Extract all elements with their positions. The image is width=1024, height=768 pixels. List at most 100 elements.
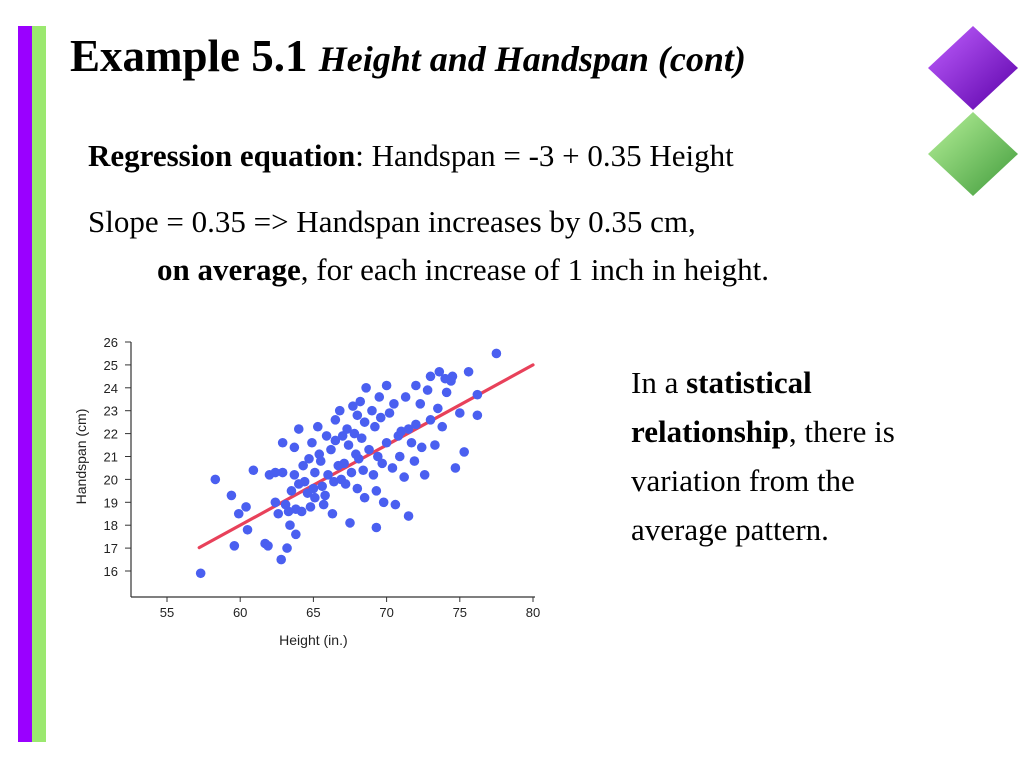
data-point [263,541,273,551]
data-point [459,447,469,457]
data-point [342,424,352,434]
x-tick-label: 55 [160,605,174,620]
data-point [289,470,300,480]
data-point [396,426,407,437]
data-point [270,467,281,478]
data-point [425,371,436,382]
x-tick-label: 60 [233,605,247,620]
data-point [349,428,360,439]
data-point [371,486,382,496]
data-point [367,405,377,416]
data-point [299,476,310,487]
data-point [329,476,339,487]
data-point [210,474,221,485]
data-point [276,554,286,565]
title-sub: Height and Handspan (cont) [318,39,746,79]
data-point [447,371,458,382]
data-point [359,492,370,503]
data-point [441,387,452,398]
data-point [356,433,367,443]
data-point [411,380,421,391]
green-diamond-icon [928,112,1018,196]
data-point [352,483,363,494]
data-point [310,492,320,503]
data-point [355,396,366,407]
data-point [248,465,259,476]
data-point [472,410,483,421]
data-point [359,417,370,427]
data-point [229,541,240,551]
data-point [422,385,433,395]
data-point [375,412,386,423]
data-point [339,458,349,469]
data-point [384,408,395,418]
data-point [409,456,420,466]
data-point [226,490,237,501]
data-point [345,518,355,528]
data-point [381,380,392,391]
data-point [403,424,414,434]
data-point [307,437,317,448]
y-tick-label: 17 [104,541,118,556]
data-point [353,453,364,464]
accent-bar-green [32,26,46,742]
data-point [241,502,251,512]
data-point [374,392,385,402]
note-pre: In a [631,365,687,400]
data-point [304,453,314,464]
chart-axes: 16 17 18 19 20 21 22 23 24 25 26 55 60 65 70 75 80 [104,335,541,620]
data-point [403,511,414,521]
data-point [371,522,382,533]
data-point [277,467,288,478]
data-point [406,437,417,448]
y-axis-label: Handspan (cm) [73,409,89,505]
data-points [195,348,502,579]
accent-bar-purple [18,26,32,742]
data-point [282,543,292,553]
average-bold: on average [157,252,301,287]
data-point [361,383,371,393]
data-point [491,348,502,359]
regression-label: Regression equation [88,138,356,173]
data-point [195,568,206,579]
note-post: , there is variation from the average pa… [631,414,895,547]
slope-line: Slope = 0.35 => Handspan increases by 0.… [88,204,696,239]
data-point [472,389,483,400]
average-line: on average, for each increase of 1 inch … [157,252,769,288]
data-point [370,421,380,432]
data-point [433,403,443,414]
slide-title: Example 5.1 Height and Handspan (cont) [70,30,746,82]
data-point [330,415,341,425]
regression-text: : Handspan = -3 + 0.35 Height [355,138,734,173]
data-point [400,392,411,402]
data-point [399,472,409,482]
data-point [411,419,421,430]
data-point [242,524,253,535]
data-point [270,497,281,508]
data-point [364,444,374,455]
title-main: Example 5.1 [70,31,308,81]
average-rest: , for each increase of 1 inch in height. [300,252,770,287]
x-axis-label: Height (in.) [279,632,347,648]
data-point [419,470,430,480]
data-point [317,481,327,492]
data-point [352,410,363,421]
data-point [381,437,392,448]
data-point [233,508,244,519]
data-point [358,465,368,476]
note-bold: statistical relationship [631,365,812,449]
data-point [298,460,308,471]
y-tick-label: 20 [104,472,118,487]
x-tick-label: 70 [379,605,393,620]
data-point [450,463,461,473]
data-point [425,415,436,425]
data-point [434,366,445,377]
x-tick-label: 80 [526,605,540,620]
data-point [327,508,338,519]
data-point [330,435,341,446]
data-point [277,437,288,448]
y-tick-label: 24 [104,381,118,396]
data-point [286,486,297,496]
data-point [318,499,329,510]
data-point [455,408,465,418]
